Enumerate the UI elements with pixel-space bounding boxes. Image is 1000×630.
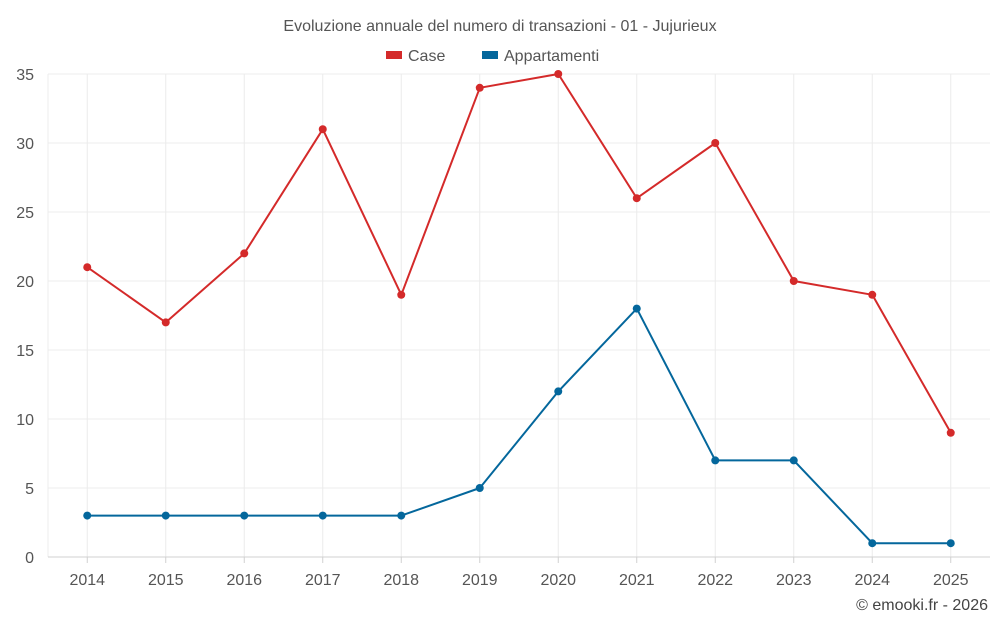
data-point[interactable] [789, 456, 798, 465]
data-point[interactable] [946, 428, 955, 437]
x-tick-label: 2016 [226, 572, 262, 589]
x-axis-ticks: 2014 2015 2016 2017 2018 2019 2020 2021 2022 2023… [69, 557, 969, 589]
series-line-appartamenti [87, 307, 951, 545]
data-point[interactable] [161, 318, 170, 327]
x-tick-label: 2023 [776, 572, 812, 589]
data-point[interactable] [711, 456, 720, 465]
x-tick-label: 2018 [383, 572, 419, 589]
x-tick-label: 2015 [148, 572, 184, 589]
legend-swatch [386, 51, 402, 59]
series-appartamenti [83, 304, 955, 548]
y-tick-label: 20 [16, 274, 34, 291]
data-point[interactable] [318, 511, 327, 520]
data-point[interactable] [397, 511, 406, 520]
data-point[interactable] [240, 511, 249, 520]
x-tick-label: 2025 [933, 572, 969, 589]
data-point[interactable] [868, 290, 877, 299]
x-tick-label: 2014 [69, 572, 105, 589]
y-tick-label: 25 [16, 205, 34, 222]
data-point[interactable] [240, 249, 249, 258]
x-tick-label: 2019 [462, 572, 498, 589]
series-line-case [86, 73, 952, 434]
data-point[interactable] [475, 83, 484, 92]
legend-item-case[interactable]: Case [386, 48, 445, 65]
data-point[interactable] [946, 539, 955, 548]
y-tick-label: 15 [16, 343, 34, 360]
x-tick-label: 2017 [305, 572, 341, 589]
chart-title: Evoluzione annuale del numero di transaz… [283, 18, 716, 35]
data-point[interactable] [554, 387, 563, 396]
data-point[interactable] [83, 263, 92, 272]
data-point[interactable] [632, 194, 641, 203]
series-case [83, 70, 955, 437]
legend-item-appartamenti[interactable]: Appartamenti [482, 48, 599, 65]
series-group [83, 70, 955, 548]
copyright-text: © emooki.fr - 2026 [856, 597, 988, 614]
data-point[interactable] [632, 304, 641, 313]
legend: Case Appartamenti [386, 48, 599, 65]
y-tick-label: 35 [16, 67, 34, 84]
x-tick-label: 2020 [540, 572, 576, 589]
data-point[interactable] [161, 511, 170, 520]
x-tick-label: 2024 [854, 572, 890, 589]
y-tick-label: 30 [16, 136, 34, 153]
legend-label: Appartamenti [504, 48, 599, 65]
legend-swatch [482, 51, 498, 59]
data-point[interactable] [789, 277, 798, 285]
y-tick-label: 0 [25, 550, 34, 567]
data-point[interactable] [554, 70, 563, 78]
data-point[interactable] [83, 511, 92, 520]
data-point[interactable] [397, 290, 406, 299]
data-point[interactable] [475, 484, 484, 492]
legend-label: Case [408, 48, 445, 65]
x-tick-label: 2021 [619, 572, 655, 589]
y-axis-ticks: 0 5 10 15 20 25 30 35 [16, 67, 34, 567]
data-point[interactable] [318, 125, 327, 134]
x-tick-label: 2022 [697, 572, 733, 589]
data-point[interactable] [868, 539, 877, 548]
y-tick-label: 10 [16, 412, 34, 429]
y-tick-label: 5 [25, 481, 34, 498]
data-point[interactable] [711, 139, 720, 147]
grid [47, 73, 990, 557]
